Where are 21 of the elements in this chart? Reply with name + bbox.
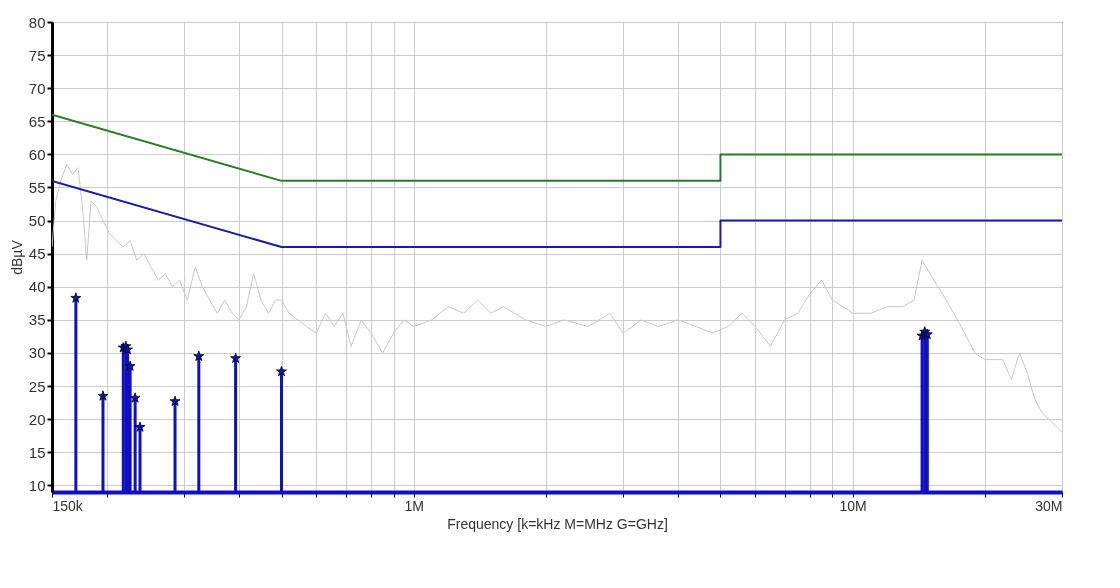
x-tick-label: 1M bbox=[404, 497, 424, 514]
y-tick-label: 80 bbox=[28, 13, 46, 31]
y-tick-label: 75 bbox=[28, 46, 46, 64]
y-tick-label: 10 bbox=[28, 476, 46, 494]
y-tick-label: 40 bbox=[28, 278, 46, 296]
y-tick-label: 25 bbox=[28, 377, 46, 395]
y-axis-title: dBµV bbox=[8, 239, 25, 275]
y-tick-label: 50 bbox=[28, 212, 46, 230]
y-tick-label: 45 bbox=[28, 245, 46, 263]
y-tick-label: 15 bbox=[28, 443, 46, 461]
x-tick-label: 30M bbox=[1035, 497, 1063, 514]
y-tick-label: 65 bbox=[28, 112, 46, 130]
y-tick-label: 55 bbox=[28, 178, 46, 196]
y-tick-label: 30 bbox=[28, 344, 46, 362]
x-axis-title: Frequency [k=kHz M=MHz G=GHz] bbox=[447, 515, 668, 532]
y-tick-label: 20 bbox=[28, 410, 46, 428]
y-tick-label: 35 bbox=[28, 311, 46, 329]
x-tick-label: 150k bbox=[52, 497, 84, 514]
y-tick-label: 60 bbox=[28, 145, 46, 163]
y-tick-label: 70 bbox=[28, 79, 46, 97]
x-tick-label: 10M bbox=[839, 497, 867, 514]
